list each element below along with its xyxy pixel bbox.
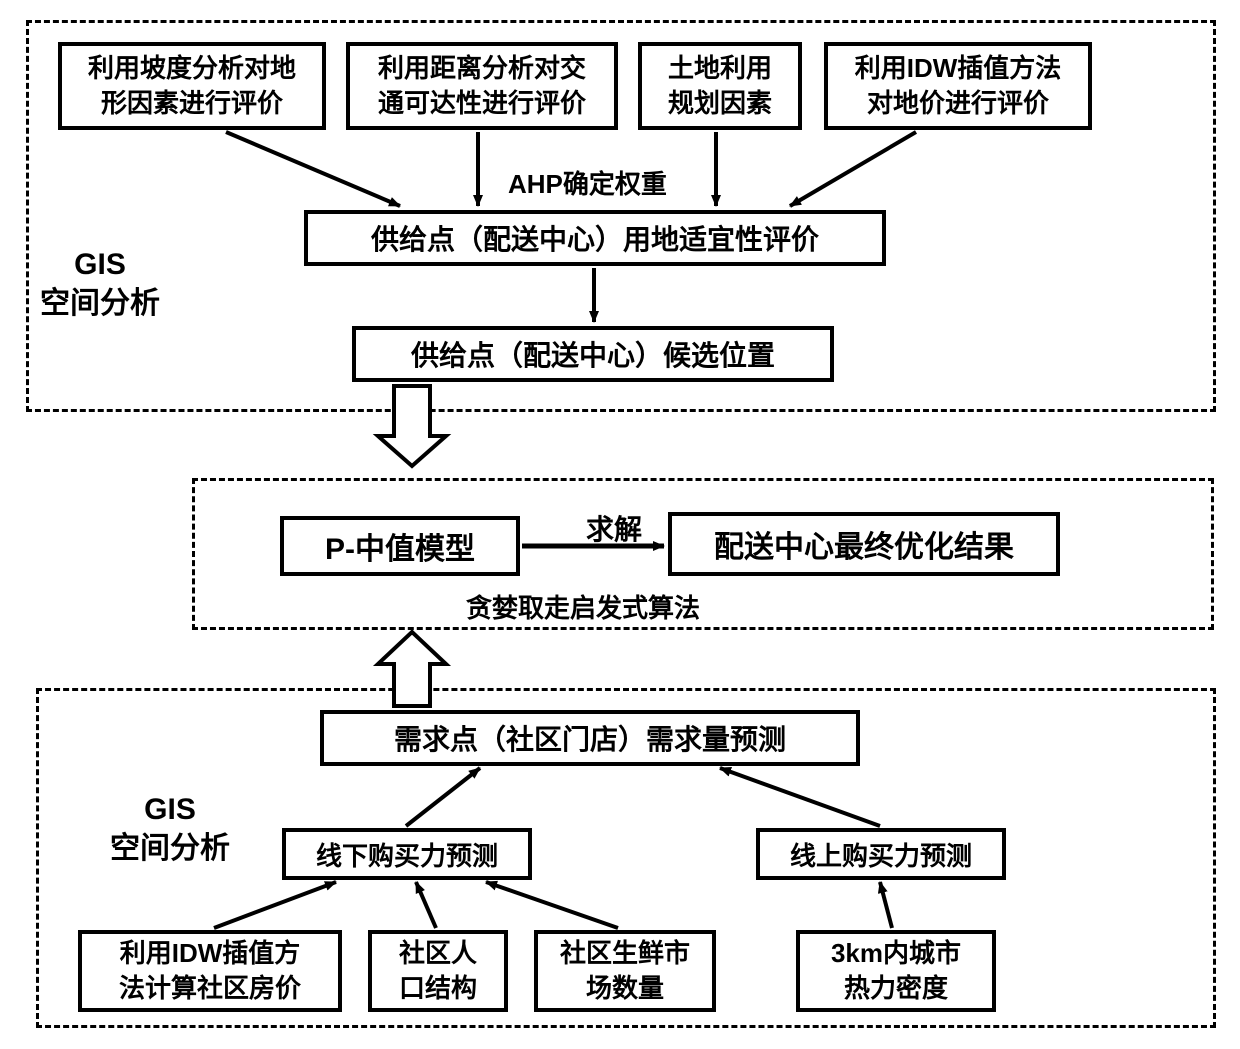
- box-final-result: 配送中心最终优化结果: [668, 512, 1060, 576]
- box-text: 社区人 口结构: [399, 936, 477, 1006]
- box-text: 利用IDW插值方法 对地价进行评价: [855, 51, 1062, 121]
- gis-top-label: GIS 空间分析: [40, 245, 160, 323]
- box-text: 供给点（配送中心）候选位置: [411, 334, 775, 374]
- box-text: 线下购买力预测: [316, 836, 498, 873]
- box-heat-density: 3km内城市 热力密度: [796, 930, 996, 1012]
- box-text: P-中值模型: [325, 524, 475, 568]
- box-text: 供给点（配送中心）用地适宜性评价: [371, 218, 819, 258]
- box-land-use: 土地利用 规划因素: [638, 42, 802, 130]
- box-population: 社区人 口结构: [368, 930, 508, 1012]
- flowchart-container: GIS 空间分析 利用坡度分析对地 形因素进行评价 利用距离分析对交 通可达性进…: [0, 0, 1240, 1049]
- box-p-median: P-中值模型: [280, 516, 520, 576]
- box-fresh-market: 社区生鲜市 场数量: [534, 930, 716, 1012]
- box-idw-houseprice: 利用IDW插值方 法计算社区房价: [78, 930, 342, 1012]
- box-distance-analysis: 利用距离分析对交 通可达性进行评价: [346, 42, 618, 130]
- box-suitability-eval: 供给点（配送中心）用地适宜性评价: [304, 210, 886, 266]
- box-text: 3km内城市 热力密度: [831, 936, 961, 1006]
- box-offline-buying: 线下购买力预测: [282, 828, 532, 880]
- solve-label: 求解: [586, 508, 642, 548]
- box-text: 需求点（社区门店）需求量预测: [394, 718, 786, 758]
- box-online-buying: 线上购买力预测: [756, 828, 1006, 880]
- box-text: 土地利用 规划因素: [668, 51, 772, 121]
- gis-bottom-label: GIS 空间分析: [110, 790, 230, 868]
- ahp-label: AHP确定权重: [508, 164, 667, 201]
- box-idw-landprice: 利用IDW插值方法 对地价进行评价: [824, 42, 1092, 130]
- box-text: 配送中心最终优化结果: [714, 522, 1014, 566]
- box-demand-forecast: 需求点（社区门店）需求量预测: [320, 710, 860, 766]
- greedy-label: 贪婪取走启发式算法: [466, 588, 700, 625]
- box-text: 线上购买力预测: [790, 836, 972, 873]
- box-text: 利用距离分析对交 通可达性进行评价: [378, 51, 586, 121]
- box-candidate-location: 供给点（配送中心）候选位置: [352, 326, 834, 382]
- box-slope-analysis: 利用坡度分析对地 形因素进行评价: [58, 42, 326, 130]
- box-text: 利用IDW插值方 法计算社区房价: [119, 936, 301, 1006]
- box-text: 利用坡度分析对地 形因素进行评价: [88, 51, 296, 121]
- box-text: 社区生鲜市 场数量: [560, 936, 690, 1006]
